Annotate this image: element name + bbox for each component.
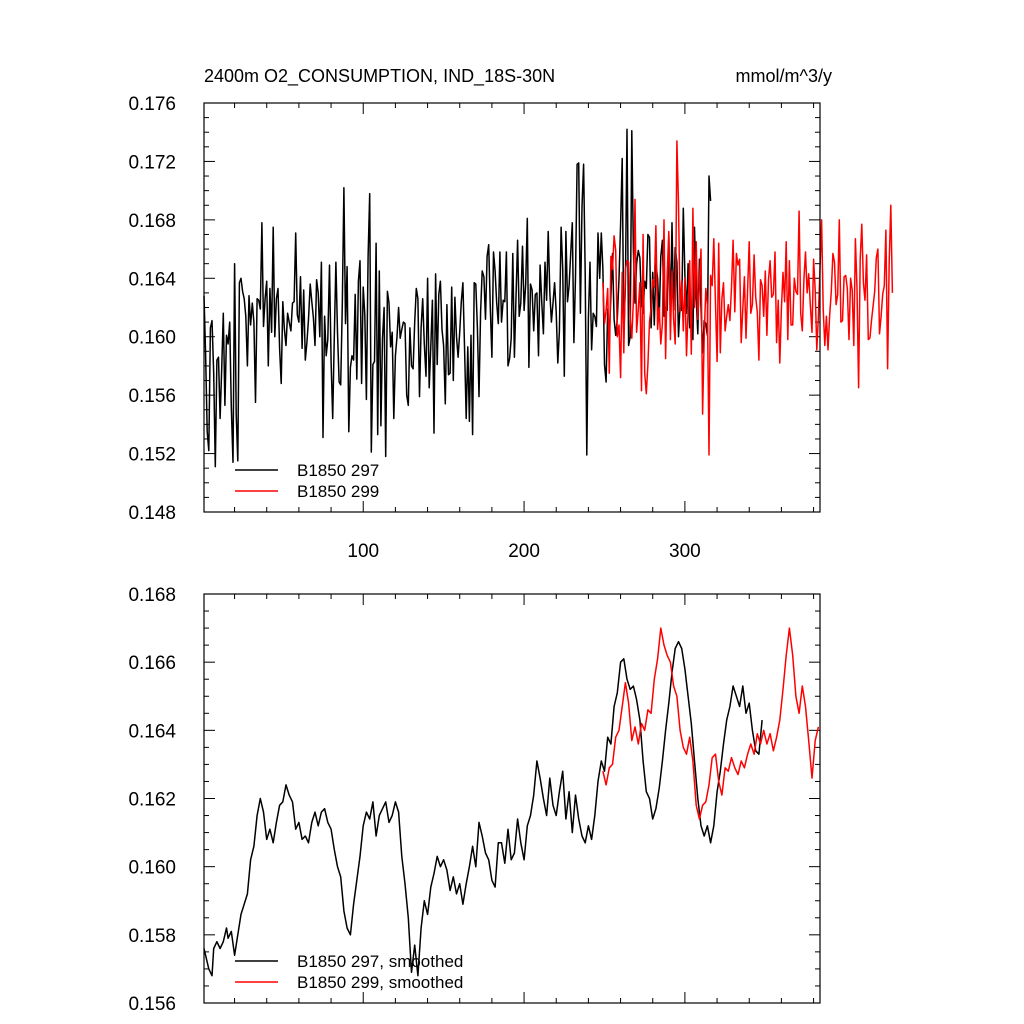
legend-label-b1850-297-smoothed: B1850 297, smoothed [297,952,463,971]
chart-units: mmol/m^3/y [736,66,832,86]
bottom-plot-frame [203,593,821,1004]
y-tick-label: 0.152 [128,445,176,466]
legend-label-b1850-299-smoothed: B1850 299, smoothed [297,973,463,992]
x-tick-label: 200 [508,541,540,562]
y-tick-label: 0.162 [128,790,176,811]
y-tick-label: 0.160 [128,328,176,349]
y-tick-label: 0.158 [128,926,176,947]
y-tick-label: 0.164 [128,721,176,742]
top-legend: B1850 297 B1850 299 [235,461,379,501]
y-tick-label: 0.168 [128,585,176,606]
y-tick-label: 0.176 [128,94,176,115]
legend-label-b1850-299: B1850 299 [297,482,379,501]
x-tick-label: 100 [347,541,379,562]
bottom-series-b1850-297-smoothed [203,640,763,977]
x-tick-label: 300 [669,541,701,562]
top-series-b1850-299 [602,140,894,456]
top-series-b1850-297 [203,128,712,468]
y-tick-label: 0.148 [128,503,176,524]
bottom-series-b1850-299-smoothed [602,627,820,820]
y-tick-label: 0.160 [128,858,176,879]
y-tick-label: 0.156 [128,386,176,407]
y-tick-label: 0.164 [128,269,176,290]
chart-title: 2400m O2_CONSUMPTION, IND_18S-30N [204,66,555,87]
bottom-panel: 0.156 0.158 0.160 0.162 0.164 0.166 0.168 B185… [128,585,821,1015]
y-tick-label: 0.156 [128,994,176,1015]
bottom-legend: B1850 297, smoothed B1850 299, smoothed [235,952,463,992]
y-tick-label: 0.168 [128,211,176,232]
legend-label-b1850-297: B1850 297 [297,461,379,480]
top-panel: 2400m O2_CONSUMPTION, IND_18S-30N mmol/m… [128,66,894,562]
top-plot-frame [203,102,821,513]
y-tick-label: 0.166 [128,653,176,674]
y-tick-label: 0.172 [128,152,176,173]
